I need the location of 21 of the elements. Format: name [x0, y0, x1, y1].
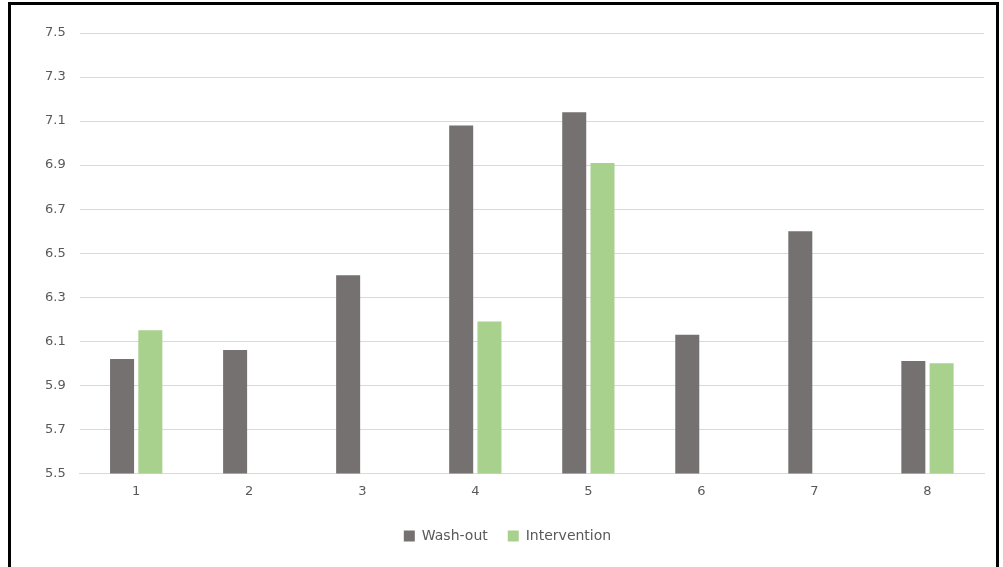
y-tick-label: 7.5 [44, 24, 66, 40]
legend-label: Intervention [525, 526, 612, 543]
y-tick-label: 5.9 [44, 376, 66, 392]
legend-label: Wash-out [421, 526, 489, 543]
x-tick-label: 3 [358, 482, 367, 498]
y-tick-label: 7.1 [44, 112, 66, 128]
x-tick-label: 4 [471, 482, 480, 498]
y-tick-label: 5.5 [44, 464, 66, 480]
y-tick-label: 6.1 [44, 332, 66, 348]
y-tick-label: 6.9 [44, 156, 66, 172]
x-tick-label: 1 [132, 482, 141, 498]
y-tick-label: 6.3 [44, 288, 66, 304]
y-tick-label: 6.5 [44, 244, 66, 260]
x-tick-label: 5 [584, 482, 593, 498]
x-tick-label: 8 [923, 482, 932, 498]
x-tick-label: 6 [697, 482, 706, 498]
x-tick-label: 7 [810, 482, 819, 498]
y-tick-label: 5.7 [44, 420, 66, 436]
y-tick-label: 6.7 [44, 200, 66, 216]
y-tick-label: 7.3 [44, 68, 66, 84]
x-tick-label: 2 [245, 482, 254, 498]
